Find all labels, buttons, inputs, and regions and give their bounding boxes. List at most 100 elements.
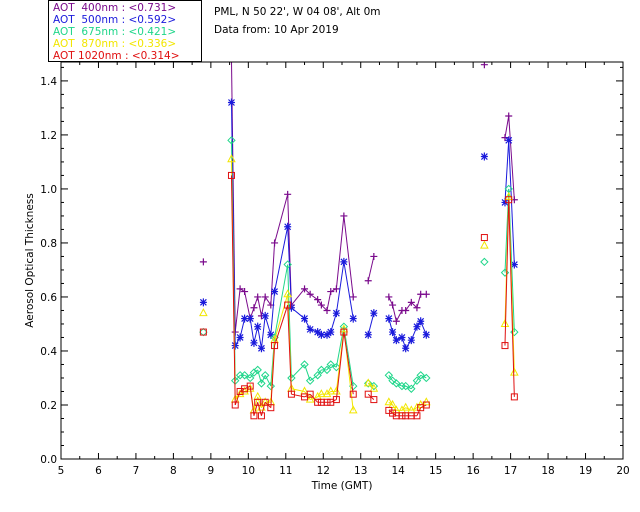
y-tick-label: 1.4: [40, 76, 57, 88]
data-point: [349, 314, 357, 323]
data-point: [422, 401, 430, 409]
data-point: [332, 386, 341, 395]
data-point: [227, 136, 236, 145]
series-line-segment: [304, 318, 311, 330]
data-point: [257, 402, 266, 411]
series-line-segment: [291, 364, 305, 379]
series-line-segment: [257, 326, 262, 349]
series-line-segment: [260, 375, 266, 384]
series-line-segment: [253, 326, 259, 343]
series-line-segment: [410, 302, 418, 309]
data-point: [340, 212, 348, 220]
data-point: [284, 222, 292, 231]
data-point: [287, 303, 295, 312]
series-line-segment: [239, 388, 245, 392]
legend-entry-870nm: AOT 870nm : <0.336>: [53, 38, 177, 50]
legend-entry-500nm: AOT 500nm : <0.592>: [53, 14, 177, 26]
series-layer: [199, 62, 519, 420]
series-line-segment: [405, 302, 412, 311]
data-point: [480, 152, 488, 161]
data-point: [246, 314, 254, 323]
series-line-segment: [343, 331, 354, 395]
data-point: [416, 371, 425, 380]
data-point: [510, 367, 519, 376]
data-point: [317, 365, 326, 375]
data-point: [261, 398, 269, 406]
legend-entry-400nm: AOT 400nm : <0.731>: [53, 2, 177, 14]
series-line-segment: [335, 332, 345, 400]
data-point: [398, 412, 406, 420]
data-point: [413, 412, 421, 420]
series-line-segment: [416, 374, 422, 381]
data-point: [402, 344, 410, 353]
data-point: [301, 314, 309, 323]
data-point: [370, 396, 378, 404]
data-point: [231, 401, 239, 409]
series-line-segment: [330, 313, 337, 333]
data-point: [306, 390, 314, 398]
series-line-segment: [304, 288, 311, 295]
data-point: [349, 390, 357, 398]
data-point: [236, 333, 244, 342]
y-tick-label: 0.0: [40, 454, 57, 466]
data-point: [250, 304, 258, 312]
data-point: [332, 309, 340, 318]
series-line-segment: [287, 305, 292, 395]
series-line-segment: [291, 393, 305, 398]
x-axis-label: Time (GMT): [311, 480, 373, 492]
data-point: [401, 402, 411, 411]
series-line-segment: [416, 294, 422, 308]
series-line-segment: [264, 296, 272, 306]
data-point: [245, 383, 255, 392]
series-line-segment: [260, 296, 266, 316]
data-point: [284, 301, 292, 309]
series-line-segment: [257, 296, 262, 316]
data-point: [246, 382, 254, 390]
data-point: [231, 341, 239, 350]
data-point: [392, 317, 400, 325]
data-point: [501, 134, 509, 142]
site-info: PML, N 50 22', W 04 08', Alt 0m: [214, 6, 381, 18]
series-line-segment: [309, 393, 319, 403]
series-line-segment: [504, 140, 510, 203]
series-line-segment: [416, 407, 422, 416]
series-line-segment: [504, 115, 510, 138]
data-point: [267, 404, 275, 412]
series-line-segment: [508, 115, 515, 200]
x-tick-label: 8: [170, 465, 177, 477]
series-line-segment: [410, 380, 418, 390]
series-line-segment: [388, 318, 394, 333]
y-tick-label: 1.2: [40, 130, 57, 142]
y-tick-label: 0.6: [40, 292, 57, 304]
series-line-segment: [239, 318, 246, 338]
series-line-segment: [392, 304, 397, 322]
data-point: [254, 322, 262, 331]
x-tick-label: 9: [208, 465, 215, 477]
data-point: [199, 258, 207, 266]
data-point: [301, 285, 309, 293]
series-line-segment: [388, 296, 394, 306]
data-point: [340, 257, 348, 266]
data-point: [349, 381, 358, 391]
series-line-segment: [343, 326, 354, 387]
data-point: [505, 112, 513, 120]
data-point: [257, 412, 265, 420]
series-line-segment: [264, 315, 272, 335]
data-point: [402, 306, 410, 314]
data-point: [326, 386, 336, 395]
series-group: [199, 62, 519, 420]
series-line-segment: [249, 318, 255, 343]
data-point: [407, 384, 416, 393]
data-point: [407, 298, 415, 306]
data-point: [389, 301, 397, 309]
date-info: Data from: 10 Apr 2019: [214, 24, 339, 36]
data-point: [392, 379, 401, 388]
data-point: [283, 260, 292, 269]
series-line-segment: [270, 291, 276, 335]
data-point: [417, 317, 425, 326]
data-point: [199, 328, 207, 336]
series-2: [199, 136, 519, 393]
data-point: [422, 290, 430, 298]
data-point: [327, 328, 335, 337]
